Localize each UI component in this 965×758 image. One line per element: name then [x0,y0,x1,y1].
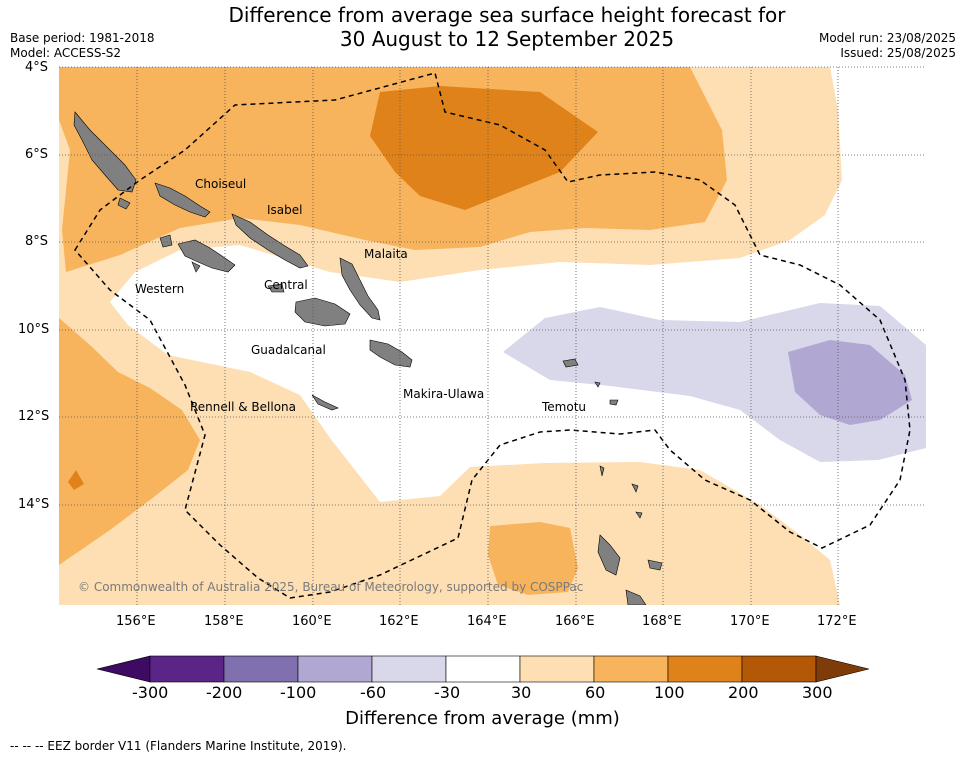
colorbar [96,655,870,683]
region-label-malaita: Malaita [364,247,408,261]
colorbar-tick-m200: -200 [206,683,243,702]
island-makira-land [369,339,413,368]
lon-label-168e: 168°E [642,614,682,629]
lat-label-4s: 4°S [25,60,49,75]
lat-label-6s: 6°S [25,147,49,162]
island-rendova [191,261,201,273]
region-label-western: Western [135,282,185,296]
island-malaita-land [339,257,381,321]
colorbar-segment-8 [667,655,743,683]
lon-label-160e: 160°E [292,614,332,629]
colorbar-title: Difference from average (mm) [345,708,620,729]
island-kolombangara [159,234,173,248]
gridlines [59,66,926,605]
meta-left: Base period: 1981-2018 Model: ACCESS-S2 [10,31,155,61]
island-isabel-land [231,213,309,269]
colorbar-tick-60: 60 [585,683,606,702]
chart-title: Difference from average sea surface heig… [0,3,965,51]
colorbar-segment-1 [149,655,225,683]
lat-label-8s: 8°S [25,234,49,249]
lon-label-156e: 156°E [116,614,156,629]
title-line-2: 30 August to 12 September 2025 [339,27,675,51]
island-vanuatu-2 [625,589,647,605]
region-label-central: Central [264,278,308,292]
base-period-text: Base period: 1981-2018 [10,31,155,45]
colorbar-extend-high [815,655,870,683]
contour-east-neg-30-60 [503,303,926,462]
colorbar-segment-6 [519,655,595,683]
colorbar-segment-3 [297,655,373,683]
contour-west-60-100 [59,318,200,565]
region-label-choiseul: Choiseul [195,177,247,191]
colorbar-segment-5 [445,655,521,683]
island-temotu-2 [594,381,601,388]
island-vella [117,197,131,210]
island-new-georgia [177,239,236,273]
region-label-temotu: Temotu [542,400,587,414]
colorbar-segment-9 [741,655,817,683]
region-label-makira-ulawa: Makira-Ulawa [403,387,485,401]
lat-label-12s: 12°S [18,409,50,424]
island-vanuatu-6 [599,465,605,477]
island-guadalcanal-land [294,297,351,327]
colorbar-tick-300: 300 [802,683,833,702]
island-temotu-1 [562,358,579,368]
region-label-guadalcanal: Guadalcanal [251,343,326,357]
issued-text: Issued: 25/08/2025 [840,46,956,60]
region-label-rennell-bellona: Rennell & Bellona [190,400,297,414]
eez-legend-note: -- -- -- EEZ border V11 (Flanders Marine… [10,739,347,753]
lat-label-14s: 14°S [18,497,50,512]
title-line-1: Difference from average sea surface heig… [228,3,786,27]
contour-south-60-100 [488,522,578,595]
island-choiseul-land [154,182,211,218]
island-central-1 [267,283,285,293]
contour-west-spot [68,470,84,490]
lon-label-172e: 172°E [817,614,857,629]
colorbar-tick-100: 100 [654,683,685,702]
colorbar-tick-m100: -100 [280,683,317,702]
model-run-text: Model run: 23/08/2025 [818,31,956,45]
island-vanuatu-1 [597,534,621,576]
island-vanuatu-3 [647,559,663,571]
contour-north-100-200 [370,86,598,210]
copyright-text: © Commonwealth of Australia 2025, Bureau… [78,580,584,594]
colorbar-tick-m60: -60 [360,683,387,702]
lon-label-170e: 170°E [730,614,770,629]
lon-label-162e: 162°E [379,614,419,629]
lon-label-164e: 164°E [467,614,507,629]
contour-east-neg-60-100 [788,340,912,425]
island-rennell [311,394,339,411]
eez-border [74,72,911,599]
region-label-isabel: Isabel [267,203,303,217]
island-vanuatu-5 [635,511,643,519]
lon-label-158e: 158°E [204,614,244,629]
colorbar-segment-2 [223,655,299,683]
colorbar-tick-30: 30 [511,683,532,702]
lat-label-10s: 10°S [18,322,50,337]
islands [73,111,663,605]
meta-right: Model run: 23/08/2025 Issued: 25/08/2025 [819,31,956,61]
model-text: Model: ACCESS-S2 [10,46,122,60]
colorbar-tick-m30: -30 [434,683,461,702]
colorbar-extend-low [96,655,151,683]
island-temotu-3 [609,399,619,406]
lon-label-166e: 166°E [555,614,595,629]
colorbar-segment-4 [371,655,447,683]
colorbar-segment-7 [593,655,669,683]
island-bougainville [73,111,137,193]
colorbar-tick-m300: -300 [132,683,169,702]
island-vanuatu-4 [631,483,639,493]
colorbar-tick-200: 200 [728,683,759,702]
contour-fields [59,67,926,605]
